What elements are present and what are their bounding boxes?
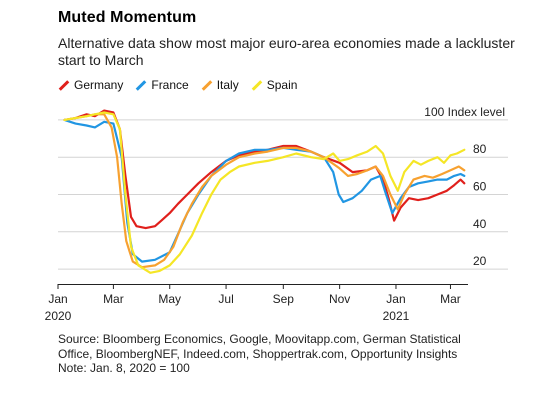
legend-label-spain: Spain: [266, 78, 298, 92]
legend-item-france: France: [135, 78, 189, 92]
series-line-spain: [63, 111, 466, 274]
legend-label-italy: Italy: [216, 78, 239, 92]
source-line-2: Office, BloombergNEF, Indeed.com, Shoppe…: [58, 346, 458, 361]
chart-subtitle: Alternative data show most major euro-ar…: [58, 35, 515, 68]
x-tick-label-1: Mar: [103, 292, 124, 306]
legend-label-germany: Germany: [74, 78, 124, 92]
legend-label-france: France: [151, 78, 189, 92]
series-line-germany: [63, 109, 466, 230]
y-tick-label-40: 40: [473, 217, 487, 231]
x-tick-label-0: Jan: [48, 292, 67, 306]
legend-item-spain: Spain: [251, 78, 298, 92]
x-tick-label-7: Mar: [440, 292, 461, 306]
x-tick-year-6: 2021: [383, 309, 410, 323]
source-line-1: Source: Bloomberg Economics, Google, Moo…: [58, 332, 461, 346]
chart-title: Muted Momentum: [58, 9, 197, 26]
x-tick-year-0: 2020: [45, 309, 72, 323]
x-tick-label-2: May: [158, 292, 181, 306]
y-tick-label-20: 20: [473, 254, 487, 268]
line-chart: 20 40 60 80 100 Index level Jan 2020 Mar May Jul S…: [45, 105, 508, 323]
x-tick-label-3: Jul: [218, 292, 233, 306]
legend: Germany France Italy Spain: [58, 78, 297, 92]
y-tick-label-60: 60: [473, 180, 487, 194]
x-tick-label-6: Jan: [386, 292, 405, 306]
chart-note: Note: Jan. 8, 2020 = 100: [58, 361, 190, 375]
series-line-italy: [63, 113, 466, 269]
y-tick-label-100: 100 Index level: [424, 105, 505, 119]
legend-item-italy: Italy: [201, 78, 239, 92]
legend-item-germany: Germany: [58, 78, 123, 92]
x-tick-label-4: Sep: [273, 292, 295, 306]
y-tick-label-80: 80: [473, 142, 487, 156]
chart-footer: Source: Bloomberg Economics, Google, Moo…: [58, 332, 538, 376]
x-tick-label-5: Nov: [329, 292, 350, 306]
